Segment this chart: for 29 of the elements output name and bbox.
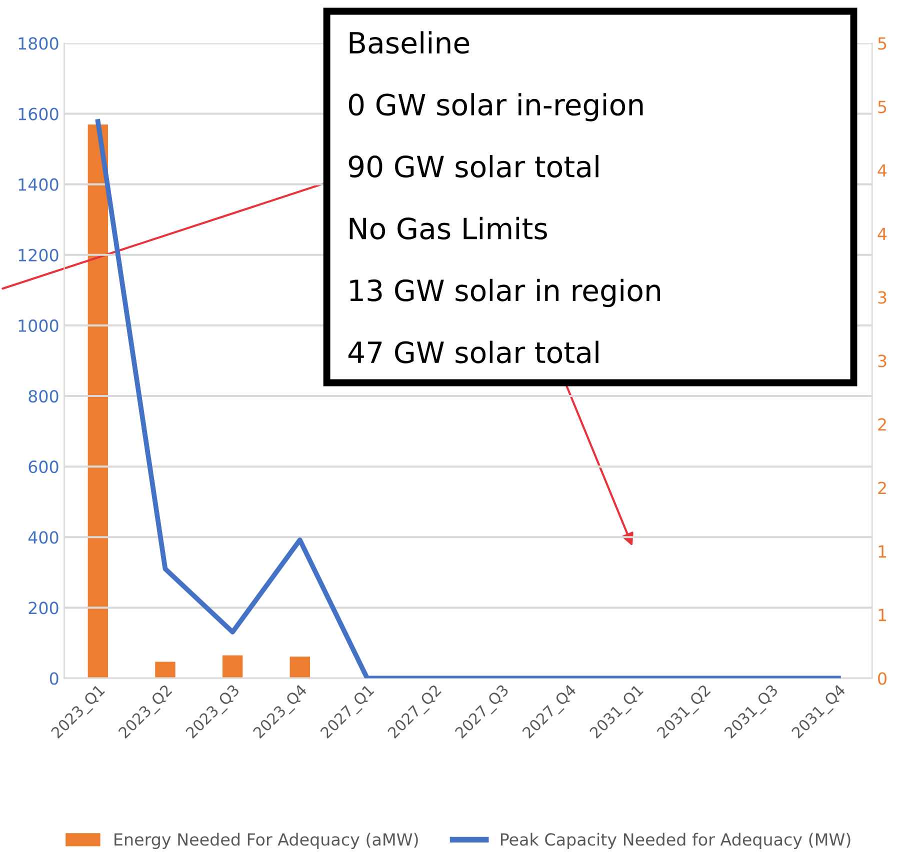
legend-label: Peak Capacity Needed for Adequacy (MW) [500, 832, 850, 849]
annotation: 0 GW solar in-region [348, 93, 643, 122]
y-tick-label: 1000 [18, 319, 58, 332]
y-tick-label: 0 [50, 672, 58, 685]
annotation: 90 GW solar total [348, 155, 598, 178]
y-tick-label: 1200 [18, 248, 58, 262]
annotation: 47 GW solar total [348, 340, 598, 364]
y2-tick-label: 5 [878, 100, 886, 114]
y-tick-label: 1400 [18, 178, 58, 191]
y2-tick-label: 0 [878, 672, 886, 685]
y2-tick-label: 4 [878, 164, 887, 177]
y2-tick-label: 2 [878, 418, 886, 431]
y-tick-label: 600 [28, 460, 58, 474]
y-tick-label: 400 [28, 531, 58, 544]
y-tick-label: 1800 [18, 37, 58, 50]
y2-tick-label: 4 [878, 228, 887, 240]
y2-tick-label: 1 [878, 608, 886, 622]
annotation: 13 GW solar in region [350, 278, 660, 308]
y2-tick-label: 3 [878, 291, 886, 304]
y-tick-label: 200 [28, 602, 58, 614]
annotation: No Gas Limits [350, 216, 547, 240]
y2-tick-label: 1 [878, 545, 886, 558]
y-tick-label: 1600 [18, 108, 58, 120]
legend-label: Energy Needed For Adequacy (aMW) [114, 832, 418, 849]
y2-tick-label: 5 [878, 37, 886, 50]
y2-tick-label: 2 [878, 482, 886, 494]
y-tick-label: 800 [28, 390, 58, 403]
annotation: Baseline [350, 31, 470, 54]
y2-tick-label: 3 [878, 354, 886, 368]
